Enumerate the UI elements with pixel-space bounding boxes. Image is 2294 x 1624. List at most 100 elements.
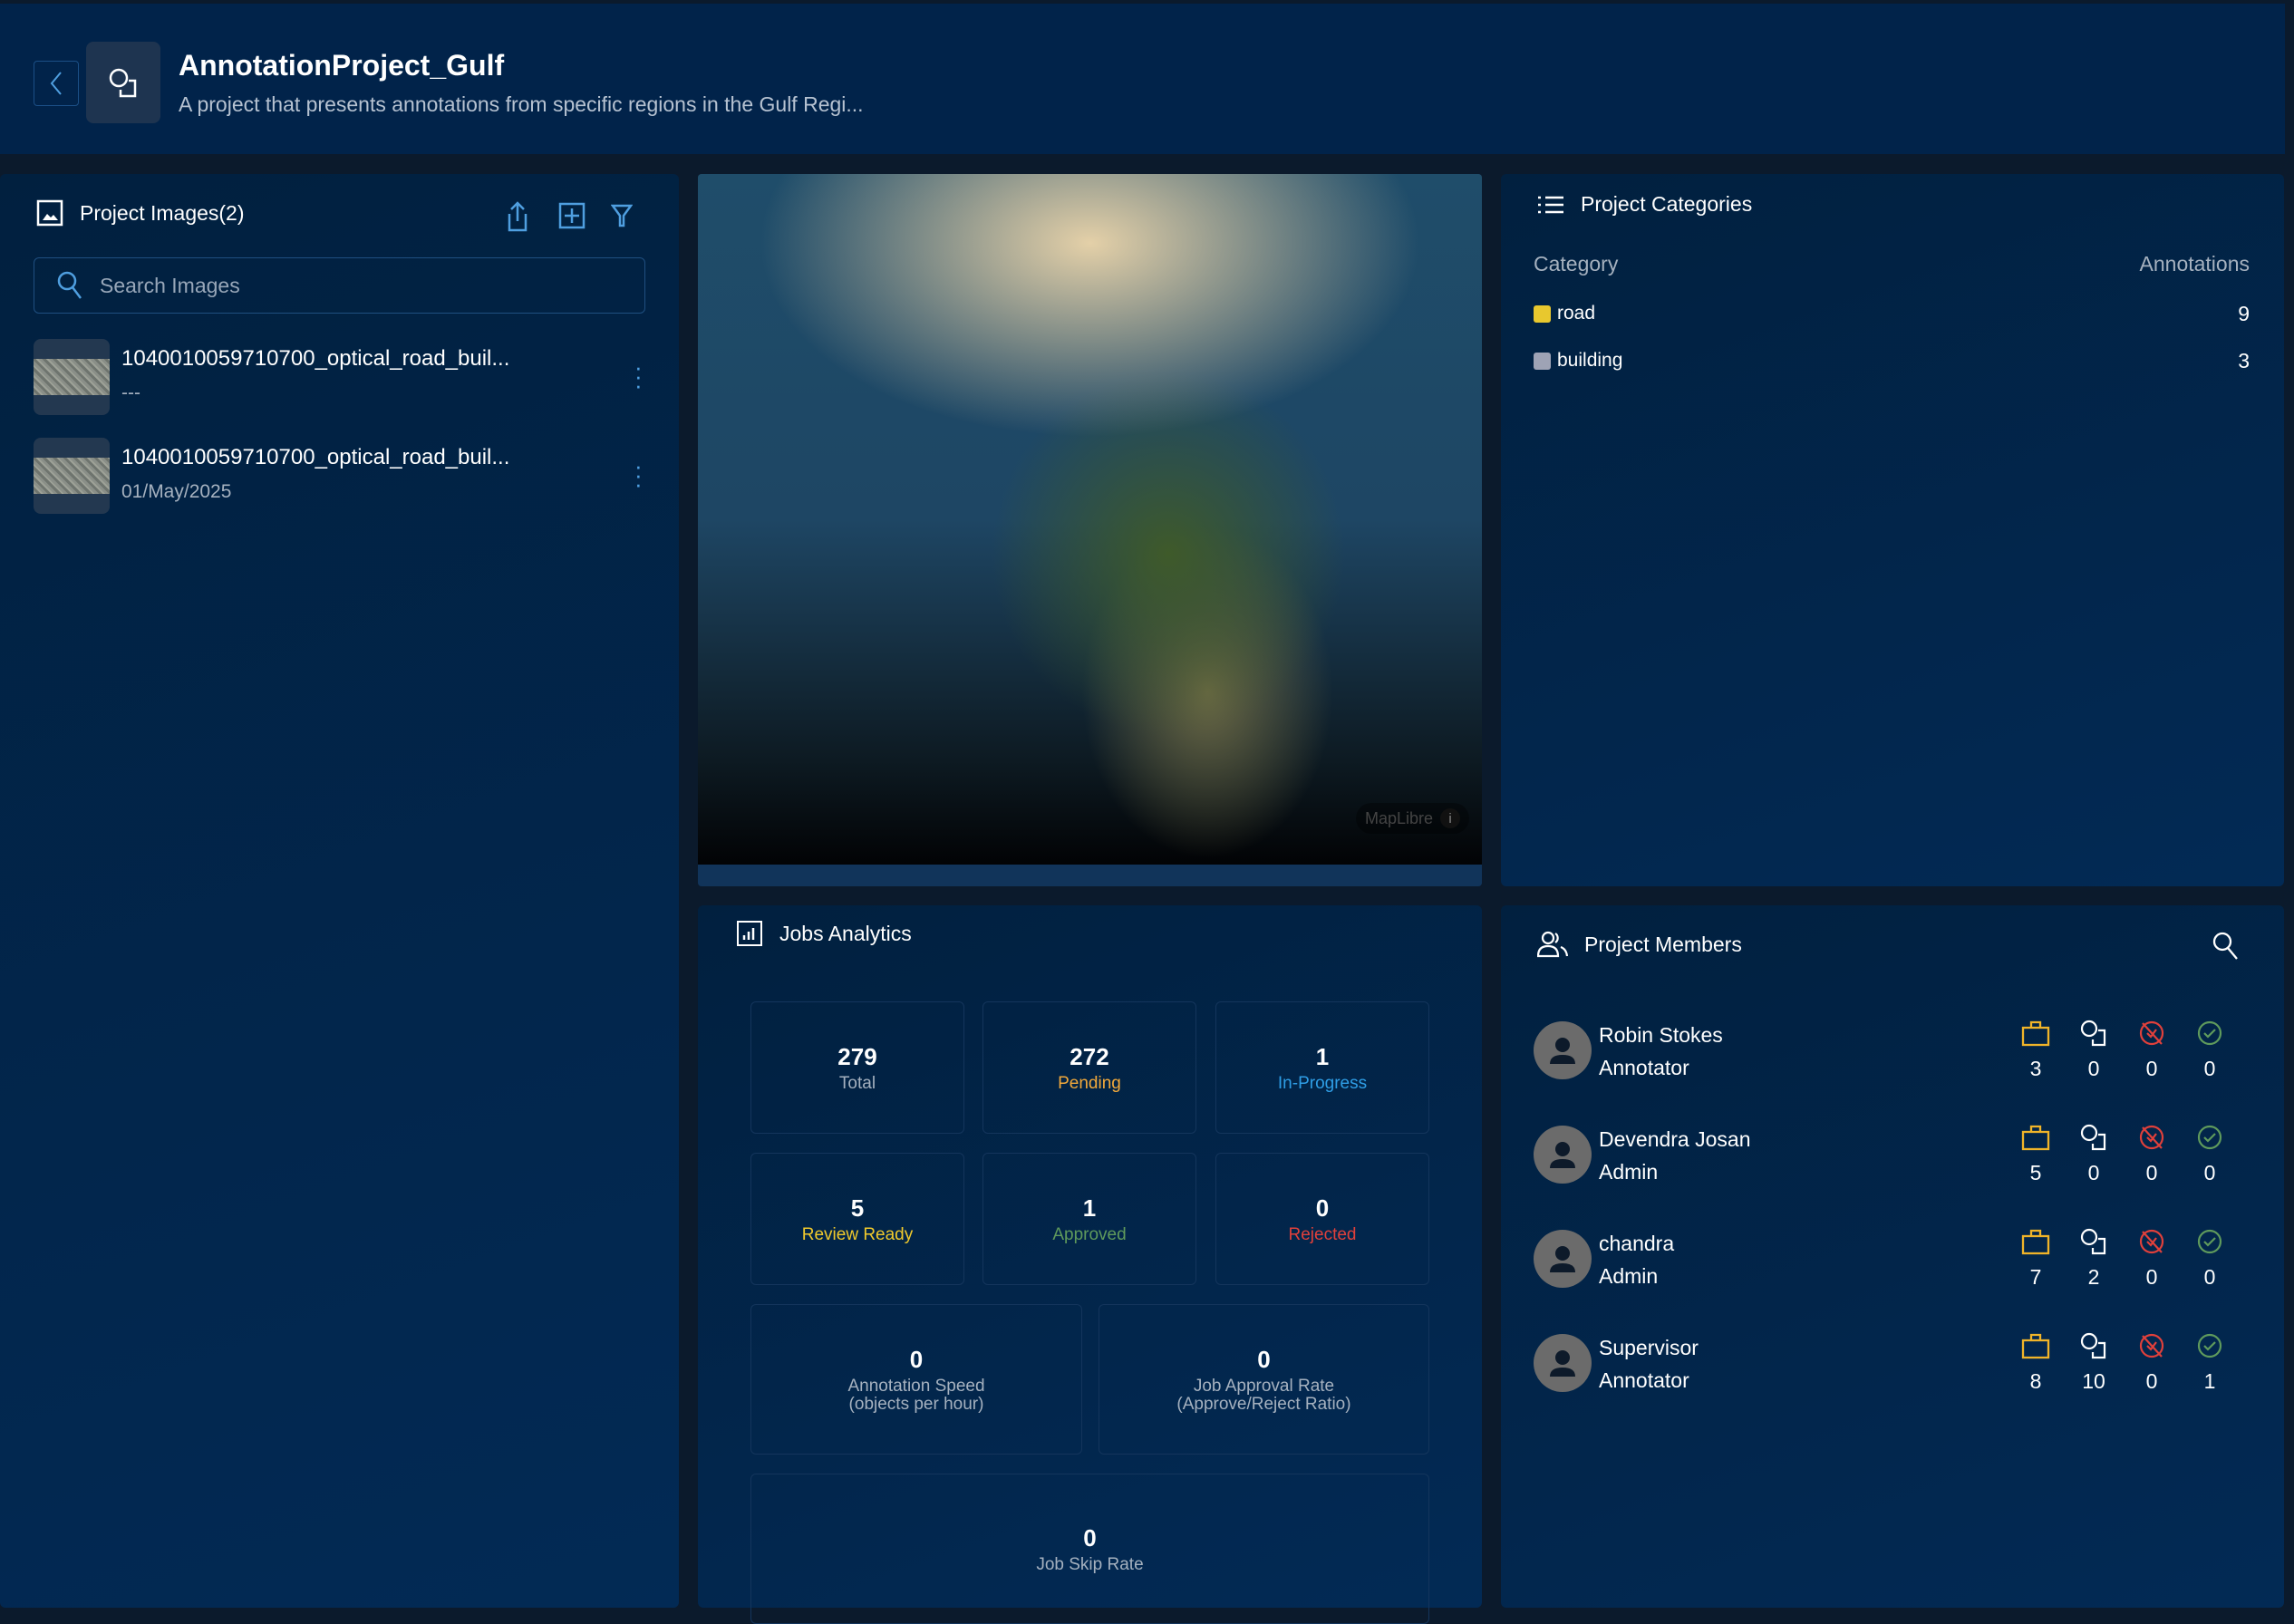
panel-header: Jobs Analytics [736,920,912,947]
stat-count: 0 [2203,1057,2216,1080]
map-attribution[interactable]: MapLibre i [1355,803,1469,834]
more-options-icon[interactable]: · · · [634,452,643,498]
image-list-item[interactable]: 1040010059710700_optical_road_buil... 01… [34,438,645,514]
stat-count: 0 [2203,1161,2216,1184]
stat-count: 0 [2145,1265,2158,1289]
color-swatch [1534,304,1551,323]
category-count: 9 [2238,301,2250,325]
stat-count: 3 [2029,1057,2042,1080]
member-role: Admin [1599,1264,1659,1288]
approved-icon [2197,1020,2222,1046]
member-name: Devendra Josan [1599,1127,1751,1151]
attribution-text: MapLibre [1364,808,1433,827]
annotations-icon [2080,1228,2106,1255]
stat-count: 0 [2145,1057,2158,1080]
map-footer [698,865,1482,886]
member-stat: 0 [2134,1020,2170,1081]
stat-label: Review Ready [801,1224,914,1244]
member-stat: 0 [2134,1124,2170,1185]
image-thumbnail [34,438,110,514]
category-name: building [1557,350,1623,371]
stat-card-approval-rate: 0 Job Approval Rate (Approve/Reject Ratio) [1099,1304,1429,1455]
user-icon [1550,1350,1575,1377]
column-header-category: Category [1534,252,1619,276]
member-row[interactable]: chandra Admin 7 2 0 0 [1534,1228,2253,1293]
member-row[interactable]: Supervisor Annotator 8 10 0 1 [1534,1332,2253,1397]
member-row[interactable]: Devendra Josan Admin 5 0 0 0 [1534,1124,2253,1189]
avatar [1534,1021,1592,1079]
panel-title: Project Members [1584,932,1742,956]
search-members-icon[interactable] [2212,931,2241,962]
panel-title: Project Images(2) [80,200,245,225]
panel-header: Project Categories [1537,192,1752,217]
search-images-input[interactable]: Search Images [34,257,645,314]
filter-icon[interactable] [611,203,633,228]
stat-sublabel: (Approve/Reject Ratio) [1176,1394,1351,1414]
approved-icon [2197,1333,2222,1358]
annotations-icon [2080,1124,2106,1151]
back-button[interactable] [34,61,79,106]
jobs-briefcase-icon [2021,1229,2050,1255]
member-row[interactable]: Robin Stokes Annotator 3 0 0 0 [1534,1020,2253,1085]
users-icon [1537,931,1568,958]
list-icon [1538,196,1563,213]
image-icon [36,199,63,227]
jobs-briefcase-icon [2021,1125,2050,1151]
avatar [1534,1126,1592,1184]
avatar [1534,1334,1592,1392]
category-row[interactable]: road 9 [1534,297,2250,330]
project-title: AnnotationProject_Gulf [179,49,505,82]
category-name: road [1557,303,1596,324]
image-name: 1040010059710700_optical_road_buil... [121,445,510,469]
annotation-shapes-icon [109,68,137,98]
upload-icon[interactable] [506,201,529,232]
approved-icon [2197,1125,2222,1150]
member-stat: 0 [2192,1124,2228,1185]
info-icon[interactable]: i [1440,808,1460,828]
stat-value: 5 [850,1194,865,1222]
member-stat: 0 [2134,1332,2170,1394]
member-name: Supervisor [1599,1336,1699,1359]
satellite-basemap [698,174,1482,865]
avatar [1534,1230,1592,1288]
project-description: A project that presents annotations from… [179,92,864,116]
stat-value: 0 [909,1345,924,1373]
stat-card-approved: 1 Approved [982,1153,1196,1285]
project-header: AnnotationProject_Gulf A project that pr… [0,4,2285,154]
image-thumbnail [34,339,110,415]
project-categories-panel: Project Categories Category Annotations … [1501,174,2284,886]
stat-card-pending: 272 Pending [982,1001,1196,1134]
project-images-panel: Project Images(2) Search Images 10400100… [0,174,679,1608]
member-role: Annotator [1599,1056,1689,1079]
stat-value: 279 [837,1042,877,1070]
stat-card-total: 279 Total [750,1001,964,1134]
rejected-icon [2139,1020,2164,1046]
member-role: Annotator [1599,1368,1689,1392]
stat-label: In-Progress [1277,1073,1368,1093]
stat-card-annotation-speed: 0 Annotation Speed (objects per hour) [750,1304,1082,1455]
member-stat: 3 [2018,1020,2054,1081]
search-placeholder: Search Images [100,273,240,297]
member-stat: 0 [2192,1228,2228,1290]
stat-card-rejected: 0 Rejected [1215,1153,1429,1285]
stat-label: Job Approval Rate [1193,1376,1335,1396]
member-stat: 0 [2076,1020,2112,1081]
member-stat: 0 [2192,1020,2228,1081]
stat-card-skip-rate: 0 Job Skip Rate [750,1474,1429,1624]
member-stat: 8 [2018,1332,2054,1394]
panel-header: Project Images(2) [36,199,245,227]
more-options-icon[interactable]: · · · [634,353,643,399]
rejected-icon [2139,1333,2164,1358]
panel-header: Project Members [1537,931,1742,958]
image-list-item[interactable]: 1040010059710700_optical_road_buil... --… [34,339,645,415]
add-image-icon[interactable] [558,202,586,229]
jobs-briefcase-icon [2021,1333,2050,1359]
member-stat: 5 [2018,1124,2054,1185]
map-view[interactable]: MapLibre i [698,174,1482,886]
stat-card-in-progress: 1 In-Progress [1215,1001,1429,1134]
stat-value: 0 [1083,1523,1097,1552]
category-row[interactable]: building 3 [1534,344,2250,377]
stat-count: 10 [2082,1369,2105,1393]
annotations-icon [2080,1332,2106,1359]
stat-value: 0 [1315,1194,1330,1222]
